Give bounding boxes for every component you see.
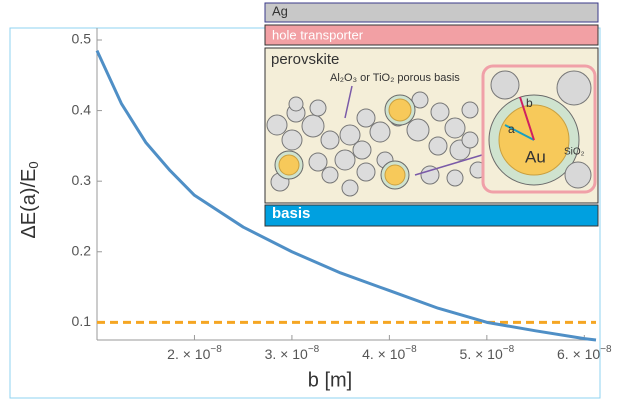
gold-core [385,165,405,185]
basis-layer [265,205,598,226]
particle [407,119,429,141]
y-tick-label: 0.5 [72,31,92,47]
x-tick-exponent: −8 [308,344,320,355]
y-tick-label: 0.3 [72,172,92,188]
x-axis-label: b [m] [308,369,352,391]
particle [565,162,591,188]
chart: 0.10.20.30.40.52. × 10−83. × 10−84. × 10… [0,0,632,407]
x-tick-label: 6. × 10−8 [557,344,612,362]
particle [289,97,303,111]
particle [302,115,324,137]
b-label: b [526,96,533,110]
ag-label: Ag [272,3,288,18]
particle [445,118,465,138]
ag-layer [265,3,598,22]
particle [429,137,447,155]
x-tick-text: 2. × 10 [167,346,210,362]
particle [310,100,326,116]
particle [267,115,287,135]
y-tick-label: 0.1 [72,313,92,329]
particle [309,153,327,171]
x-tick-label: 4. × 10−8 [362,344,417,362]
gold-core [389,99,411,121]
particle [431,103,449,121]
particle [447,170,463,186]
gold-core [279,155,299,175]
particle [342,180,358,196]
particle [322,167,338,183]
y-tick-label: 0.2 [72,242,92,258]
x-tick-text: 3. × 10 [265,346,308,362]
x-tick-exponent: −8 [210,344,222,355]
particle [491,71,519,99]
y-label-sub: 0 [26,161,41,168]
y-tick-label: 0.4 [72,101,92,117]
a-label: a [508,122,515,136]
particle [557,71,591,105]
particle [282,130,302,150]
x-tick-label: 5. × 10−8 [460,344,515,362]
particle [462,132,478,148]
x-tick-text: 4. × 10 [362,346,405,362]
basis-label: basis [272,205,310,222]
particle [462,102,478,118]
particle [370,122,390,142]
particle [357,109,375,127]
particle [335,150,355,170]
y-axis-label: ΔE(a)/E0 [18,161,41,238]
particle [357,163,375,181]
porous-label: Al₂O₃ or TiO₂ porous basis [330,72,460,84]
x-tick-text: 5. × 10 [460,346,503,362]
x-tick-label: 2. × 10−8 [167,344,222,362]
x-tick-label: 3. × 10−8 [265,344,320,362]
x-tick-exponent: −8 [600,344,612,355]
y-label-text: ΔE(a)/E [18,169,40,239]
x-tick-text: 6. × 10 [557,346,600,362]
particle [321,131,339,149]
sio2-label: SiO₂ [564,147,585,158]
particle [353,141,371,159]
inset: Ag hole transporter perovskite Al₂O₃ or … [265,3,598,226]
perovskite-label: perovskite [271,51,339,68]
au-label: Au [525,147,546,166]
hole-label: hole transporter [272,27,364,42]
x-tick-exponent: −8 [405,344,417,355]
x-tick-exponent: −8 [503,344,515,355]
